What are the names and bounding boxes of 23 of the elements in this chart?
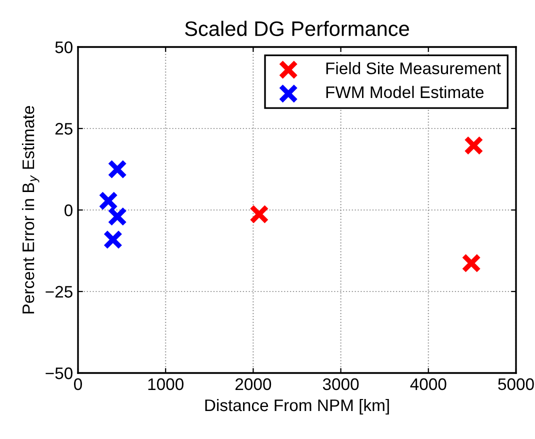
legend-label: Field Site Measurement [326,62,501,74]
x-tick-label: 1000 [148,378,184,390]
legend-label: FWM Model Estimate [326,86,484,98]
y-tick-label: 25 [55,122,72,135]
chart-title: Scaled DG Performance [185,20,409,36]
x-tick-label: 0 [74,378,82,390]
point [249,204,269,224]
x-axis-title: Distance From NPM [km] [205,398,389,414]
x-tick-label: 2000 [236,378,272,390]
point [98,191,118,211]
y-tick-label: 50 [55,41,72,54]
point [462,253,482,273]
x-tick-label: 3000 [322,378,359,390]
point [108,206,128,226]
point [103,230,123,250]
y-tick-label: −50 [46,367,72,380]
y-tick-label: −25 [46,286,72,298]
x-tick-label: 4000 [410,378,446,390]
y-axis-title: Percent Error in B$_{y}$ Estimate [22,106,40,314]
y-tick-label: 0 [64,204,72,216]
x-tick-label: 5000 [498,378,534,390]
point [464,136,484,156]
point [108,160,128,179]
